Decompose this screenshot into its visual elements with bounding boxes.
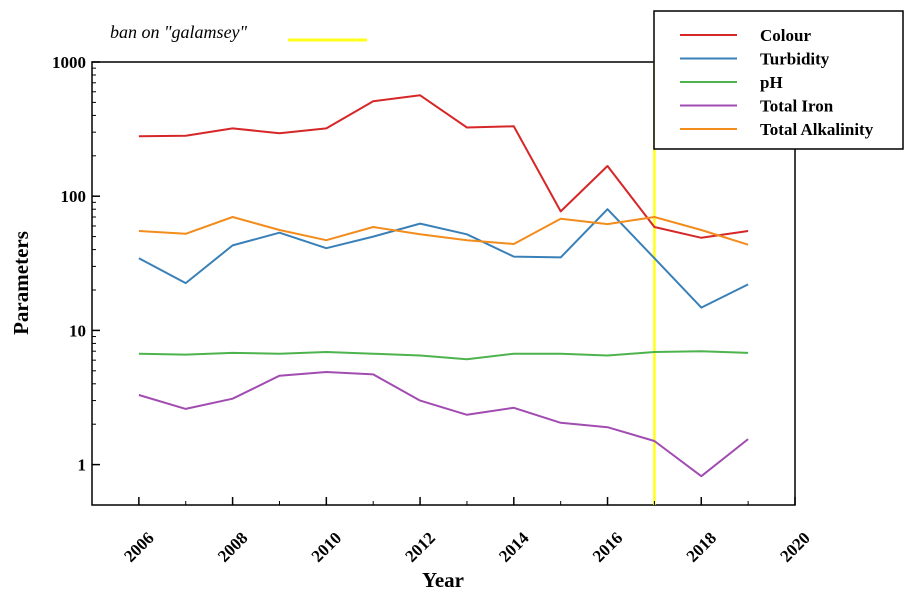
series-layer — [138, 94, 749, 478]
legend-label-total-alkalinity: Total Alkalinity — [760, 120, 874, 139]
legend: Colour Turbidity pH Total Iron Total Alkalin… — [653, 10, 904, 150]
annotation: ban on "galamsey" — [110, 22, 367, 42]
x-tick-label: 2012 — [401, 528, 438, 565]
x-tick-label: 2016 — [589, 528, 626, 565]
series-line-total-alkalinity — [138, 216, 749, 246]
series-line-turbidity — [138, 208, 749, 309]
y-tick-label: 100 — [61, 187, 87, 206]
x-axis-title: Year — [422, 568, 464, 592]
x-tick-label: 2008 — [214, 528, 251, 565]
x-tick-label: 2018 — [683, 528, 720, 565]
plot-area — [91, 61, 796, 506]
y-axis: 1 10 100 1000 — [52, 53, 100, 506]
legend-label-ph: pH — [760, 73, 783, 92]
x-axis: 2006 2008 2010 2012 2014 2016 2018 2020 — [91, 497, 814, 566]
y-tick-label: 1 — [78, 456, 87, 475]
x-tick-label: 2020 — [776, 528, 813, 565]
series-line-ph — [138, 350, 749, 361]
x-tick-label: 2010 — [308, 528, 345, 565]
series-line-total-iron — [138, 371, 749, 478]
y-tick-label: 1000 — [52, 53, 86, 72]
legend-label-turbidity: Turbidity — [760, 50, 830, 69]
x-tick-label: 2014 — [495, 528, 533, 566]
x-tick-label: 2006 — [120, 528, 157, 565]
annotation-text: ban on "galamsey" — [110, 22, 248, 42]
legend-label-colour: Colour — [760, 26, 811, 45]
y-axis-title: Parameters — [9, 231, 33, 335]
y-tick-label: 10 — [69, 321, 86, 340]
legend-label-total-iron: Total Iron — [760, 97, 834, 116]
series-line-colour — [138, 94, 749, 239]
